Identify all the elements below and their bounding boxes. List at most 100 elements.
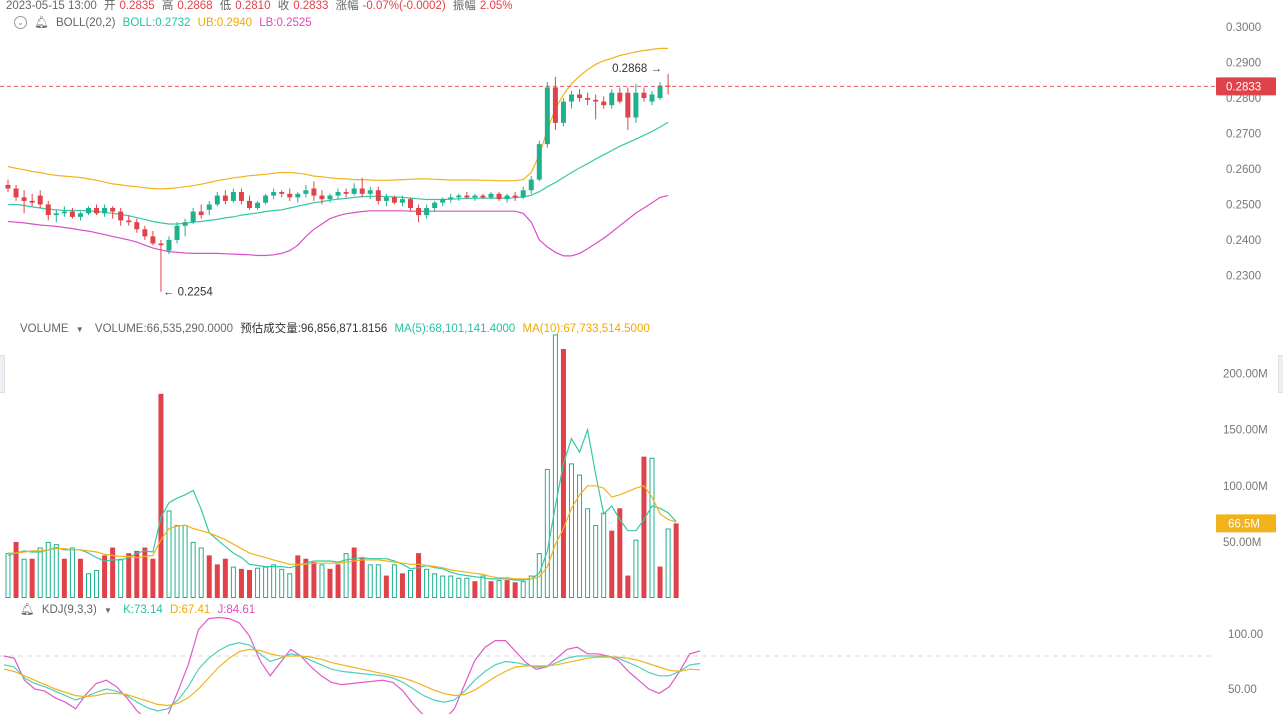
right-scroll-handle[interactable]: [1278, 355, 1283, 393]
candle-body: [351, 188, 357, 194]
left-scroll-handle[interactable]: [0, 355, 5, 393]
price-axis-tick: 0.2600: [1226, 164, 1261, 176]
volume-dropdown-icon[interactable]: ▼: [75, 325, 84, 334]
candle-body: [158, 243, 164, 246]
volume-bar: [45, 541, 51, 598]
candle-body: [118, 211, 124, 221]
candle-body: [303, 190, 309, 194]
candle-body: [222, 195, 228, 201]
volume-bar: [182, 525, 188, 599]
candle-body: [440, 199, 446, 203]
candle-body: [102, 208, 108, 214]
candle-body: [424, 208, 430, 216]
price-axis-tick: 0.2700: [1226, 129, 1261, 141]
volume-bar: [295, 555, 301, 598]
volume-bar: [271, 564, 277, 599]
volume-bar: [673, 523, 679, 598]
candle-body: [609, 92, 615, 106]
volume-bar: [649, 457, 655, 599]
candle-body: [391, 197, 397, 203]
candle-body: [198, 211, 204, 216]
volume-axis-tick: 50.00M: [1223, 537, 1261, 549]
volume-bar: [190, 541, 196, 598]
volume-bar: [94, 569, 100, 599]
kdj-j-value: J:84.61: [217, 604, 256, 616]
volume-name: VOLUME: [20, 323, 69, 335]
volume-bar: [53, 544, 59, 598]
candle-body: [29, 200, 35, 203]
boll-lb-value: LB:0.2525: [259, 17, 312, 29]
candle-body: [552, 87, 558, 123]
candle-body: [504, 195, 510, 200]
volume-ma5: MA(5):68,101,141.4000: [394, 323, 516, 335]
volume-bar: [528, 575, 534, 599]
volume-bar: [134, 550, 140, 598]
bell-icon[interactable]: 🔔︎: [34, 17, 49, 29]
volume-bar: [560, 348, 566, 598]
candle-body: [641, 92, 647, 99]
amplitude-value: 2.05%: [479, 0, 513, 12]
volume-bar: [504, 580, 510, 598]
volume-bar: [343, 553, 349, 598]
candle-body: [488, 193, 494, 198]
candle-body: [496, 193, 502, 200]
volume-bar: [520, 581, 526, 598]
candle-body: [633, 92, 639, 118]
kdj-name: KDJ(9,3,3): [41, 604, 97, 616]
volume-bar: [609, 530, 615, 598]
volume-bar: [472, 581, 478, 598]
volume-bar: [21, 558, 27, 599]
volume-bar: [37, 547, 43, 598]
volume-bar: [496, 580, 502, 599]
candle-body: [174, 225, 180, 240]
candle-body: [464, 195, 470, 198]
candle-body: [61, 211, 67, 214]
volume-bar: [399, 573, 405, 598]
candle-body: [569, 94, 574, 102]
volume-bar: [569, 463, 574, 598]
candle-body: [472, 195, 478, 198]
collapse-chevron-icon[interactable]: ⌄: [14, 16, 27, 30]
high-label: 高: [161, 0, 174, 12]
volume-bar: [585, 508, 591, 598]
ohlc-header: 2023-05-15 13:00 开 0.2835 高 0.2868 低 0.2810…: [6, 0, 517, 13]
kdj-bell-icon[interactable]: 🔔︎: [20, 604, 35, 616]
volume-bar: [335, 564, 341, 598]
candle-body: [45, 204, 51, 216]
kdj-d-line: [3, 648, 701, 707]
volume-bar: [327, 568, 333, 598]
candle-body: [625, 92, 631, 118]
candle-body: [456, 195, 462, 198]
candle-body: [593, 99, 599, 102]
volume-bar: [311, 562, 317, 598]
volume-bar: [601, 512, 607, 598]
volume-bar: [69, 547, 75, 598]
forecast-volume: 预估成交量:96,856,871.8156: [240, 323, 388, 335]
candle-body: [408, 199, 413, 208]
candle-body: [126, 220, 132, 223]
volume-bar: [158, 393, 164, 598]
candle-body: [295, 193, 301, 198]
volume-bar: [391, 564, 397, 599]
kdj-dropdown-icon[interactable]: ▼: [103, 606, 112, 615]
volume-bar: [198, 547, 204, 598]
candle-body: [21, 197, 27, 201]
volume-axis-tick: 200.00M: [1223, 369, 1268, 381]
candle-body: [617, 92, 623, 102]
volume-bar: [464, 577, 470, 599]
price-axis-tick: 0.2400: [1226, 235, 1261, 247]
close-value: 0.2833: [293, 0, 329, 12]
boll-ub-line: [7, 47, 669, 190]
volume-value: VOLUME:66,535,290.0000: [94, 323, 234, 335]
volume-bar: [416, 553, 422, 598]
candle-body: [601, 101, 607, 106]
volume-bar: [432, 573, 438, 598]
volume-bar: [367, 564, 373, 599]
last-volume-badge-text: 66.5M: [1228, 518, 1260, 530]
candle-body: [230, 192, 236, 201]
volume-bar: [238, 568, 244, 598]
volume-bar: [577, 474, 583, 599]
candle-body: [577, 94, 583, 99]
change-label: 涨幅: [335, 0, 359, 12]
